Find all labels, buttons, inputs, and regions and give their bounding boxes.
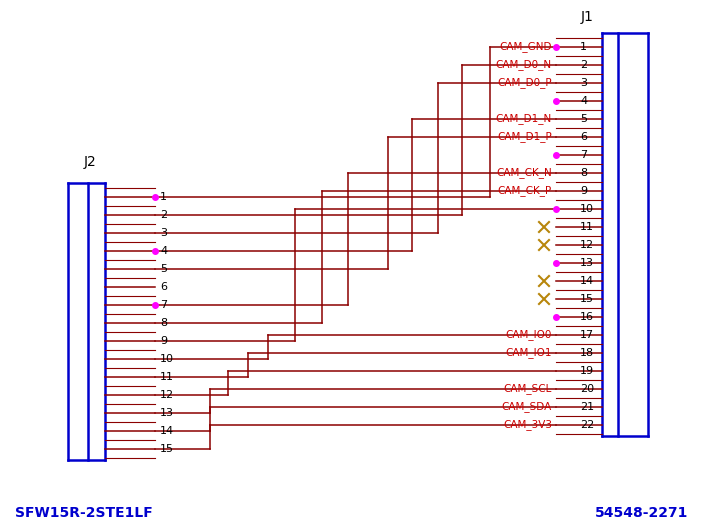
Text: 14: 14 xyxy=(160,426,174,436)
Text: 18: 18 xyxy=(580,348,594,358)
Text: CAM_CK_P: CAM_CK_P xyxy=(498,186,552,197)
Text: CAM_D1_N: CAM_D1_N xyxy=(496,113,552,124)
Text: 1: 1 xyxy=(580,42,587,52)
Text: 11: 11 xyxy=(160,372,174,382)
Text: J1: J1 xyxy=(581,10,593,24)
Text: CAM_SCL: CAM_SCL xyxy=(503,384,552,394)
Text: 22: 22 xyxy=(580,420,595,430)
Text: 4: 4 xyxy=(160,246,167,256)
Text: 8: 8 xyxy=(580,168,587,178)
Text: 19: 19 xyxy=(580,366,594,376)
Text: 12: 12 xyxy=(580,240,594,250)
Text: CAM_SDA: CAM_SDA xyxy=(502,402,552,413)
Text: 54548-2271: 54548-2271 xyxy=(595,506,688,520)
Text: 3: 3 xyxy=(160,228,167,238)
Text: 3: 3 xyxy=(580,78,587,88)
Text: CAM_IO0: CAM_IO0 xyxy=(505,329,552,340)
Text: 6: 6 xyxy=(160,282,167,292)
Text: 13: 13 xyxy=(580,258,594,268)
Text: 5: 5 xyxy=(580,114,587,124)
Text: CAM_D0_P: CAM_D0_P xyxy=(498,77,552,89)
Text: 15: 15 xyxy=(580,294,594,304)
Text: 2: 2 xyxy=(160,210,167,220)
Text: 11: 11 xyxy=(580,222,594,232)
Text: 14: 14 xyxy=(580,276,594,286)
Text: 9: 9 xyxy=(160,336,167,346)
Text: 21: 21 xyxy=(580,402,594,412)
Text: 17: 17 xyxy=(580,330,594,340)
Text: CAM_GND: CAM_GND xyxy=(500,42,552,53)
Text: 15: 15 xyxy=(160,444,174,454)
Text: 20: 20 xyxy=(580,384,594,394)
Text: 4: 4 xyxy=(580,96,587,106)
Text: CAM_IO1: CAM_IO1 xyxy=(505,347,552,358)
Text: 10: 10 xyxy=(160,354,174,364)
Text: SFW15R-2STE1LF: SFW15R-2STE1LF xyxy=(15,506,153,520)
Text: J2: J2 xyxy=(84,155,96,169)
Text: 12: 12 xyxy=(160,390,174,400)
Text: 10: 10 xyxy=(580,204,594,214)
Text: 7: 7 xyxy=(160,300,167,310)
Text: CAM_CK_N: CAM_CK_N xyxy=(496,168,552,179)
Text: CAM_D1_P: CAM_D1_P xyxy=(497,132,552,142)
Text: 16: 16 xyxy=(580,312,594,322)
Text: CAM_D0_N: CAM_D0_N xyxy=(496,60,552,71)
Text: 8: 8 xyxy=(160,318,167,328)
Text: CAM_3V3: CAM_3V3 xyxy=(503,419,552,431)
Text: 9: 9 xyxy=(580,186,587,196)
Text: 2: 2 xyxy=(580,60,587,70)
Text: 7: 7 xyxy=(580,150,587,160)
Text: 1: 1 xyxy=(160,192,167,202)
Text: 6: 6 xyxy=(580,132,587,142)
Text: 5: 5 xyxy=(160,264,167,274)
Text: 13: 13 xyxy=(160,408,174,418)
